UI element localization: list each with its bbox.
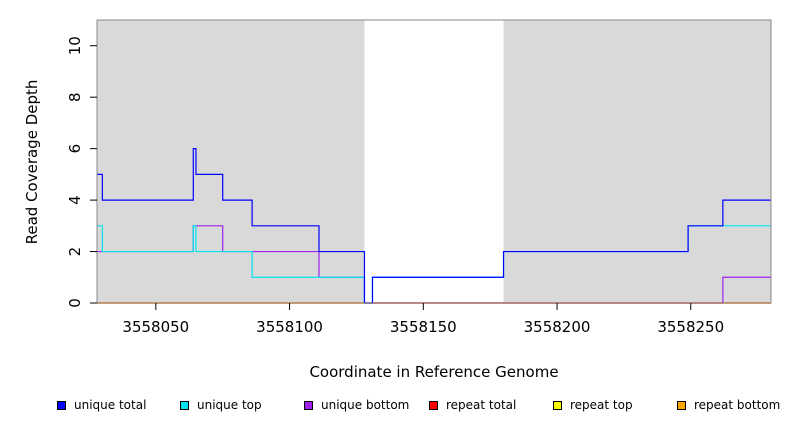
- legend-label: repeat top: [570, 398, 633, 412]
- y-tick-label: 4: [66, 195, 84, 205]
- y-tick-label: 6: [66, 144, 84, 154]
- legend-label: unique bottom: [321, 398, 410, 412]
- x-tick-label: 3558150: [390, 318, 457, 336]
- x-tick-label: 3558100: [256, 318, 323, 336]
- legend-label: unique top: [197, 398, 262, 412]
- y-tick-label: 2: [66, 247, 84, 257]
- x-axis: 3558050 3558100 3558150 3558200 3558250: [122, 303, 724, 336]
- x-tick-label: 3558200: [524, 318, 591, 336]
- y-tick-label: 8: [66, 92, 84, 102]
- plot-border: [96, 19, 772, 304]
- y-axis-title: Read Coverage Depth: [23, 80, 41, 245]
- y-tick-label: 10: [66, 36, 84, 55]
- legend-item-unique-bottom: unique bottom: [304, 398, 409, 412]
- y-axis: 0 2 4 6 8 10: [66, 36, 97, 308]
- legend-item-unique-top: unique top: [180, 398, 262, 412]
- legend-item-repeat-bottom: repeat bottom: [677, 398, 780, 412]
- y-tick-label: 0: [66, 298, 84, 308]
- legend-swatch: [57, 400, 66, 410]
- legend-swatch: [304, 400, 313, 410]
- coverage-chart: 3558050 3558100 3558150 3558200 3558250 0 2 4 6…: [23, 19, 772, 381]
- plot-background: [97, 20, 771, 303]
- x-tick-label: 3558050: [122, 318, 189, 336]
- legend-swatch: [553, 400, 562, 410]
- legend-label: unique total: [74, 398, 147, 412]
- legend-swatch: [180, 400, 189, 410]
- series-line-unique-total: [97, 148, 771, 304]
- legend-label: repeat total: [446, 398, 517, 412]
- plot-frame: [96, 19, 772, 304]
- legend-item-unique-total: unique total: [57, 398, 146, 412]
- x-tick-label: 3558250: [657, 318, 724, 336]
- legend-item-repeat-top: repeat top: [553, 398, 633, 412]
- legend-swatch: [429, 400, 438, 410]
- legend-item-repeat-total: repeat total: [429, 398, 516, 412]
- x-axis-title: Coordinate in Reference Genome: [309, 363, 558, 381]
- legend-label: repeat bottom: [694, 398, 781, 412]
- legend: unique total unique top unique bottom repea…: [0, 398, 792, 422]
- legend-swatch: [677, 400, 686, 410]
- highlight-region: [364, 20, 504, 303]
